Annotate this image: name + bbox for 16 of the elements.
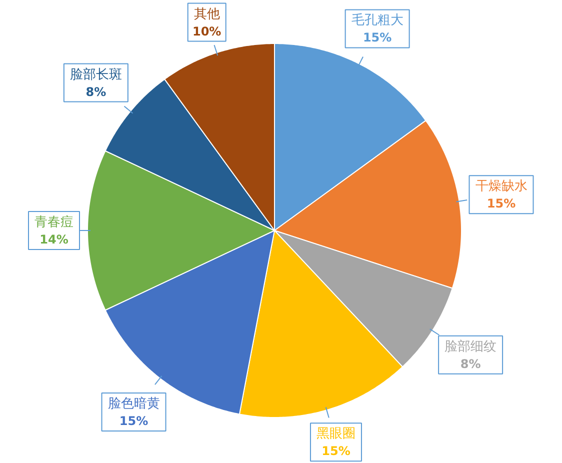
slice-label: 干燥缺水 bbox=[475, 179, 528, 194]
data-label: 8% bbox=[460, 356, 481, 371]
slice-label: 黑眼圈 bbox=[316, 426, 356, 442]
slice-label: 毛孔粗大 bbox=[351, 13, 404, 28]
data-label: 8% bbox=[86, 84, 106, 99]
data-label: 14% bbox=[40, 232, 68, 246]
data-label: 15% bbox=[322, 444, 350, 458]
slice-label: 脸部细纹 bbox=[444, 339, 497, 354]
data-label: 15% bbox=[362, 30, 392, 45]
slice-label: 脸部长斑 bbox=[70, 67, 122, 82]
slice-label: 其他 bbox=[194, 6, 220, 22]
slice-label: 脸色暗黄 bbox=[108, 396, 160, 412]
data-label: 15% bbox=[119, 414, 148, 428]
slice-label: 青春痘 bbox=[34, 215, 74, 230]
data-label: 15% bbox=[486, 196, 516, 211]
data-label: 10% bbox=[192, 24, 222, 38]
